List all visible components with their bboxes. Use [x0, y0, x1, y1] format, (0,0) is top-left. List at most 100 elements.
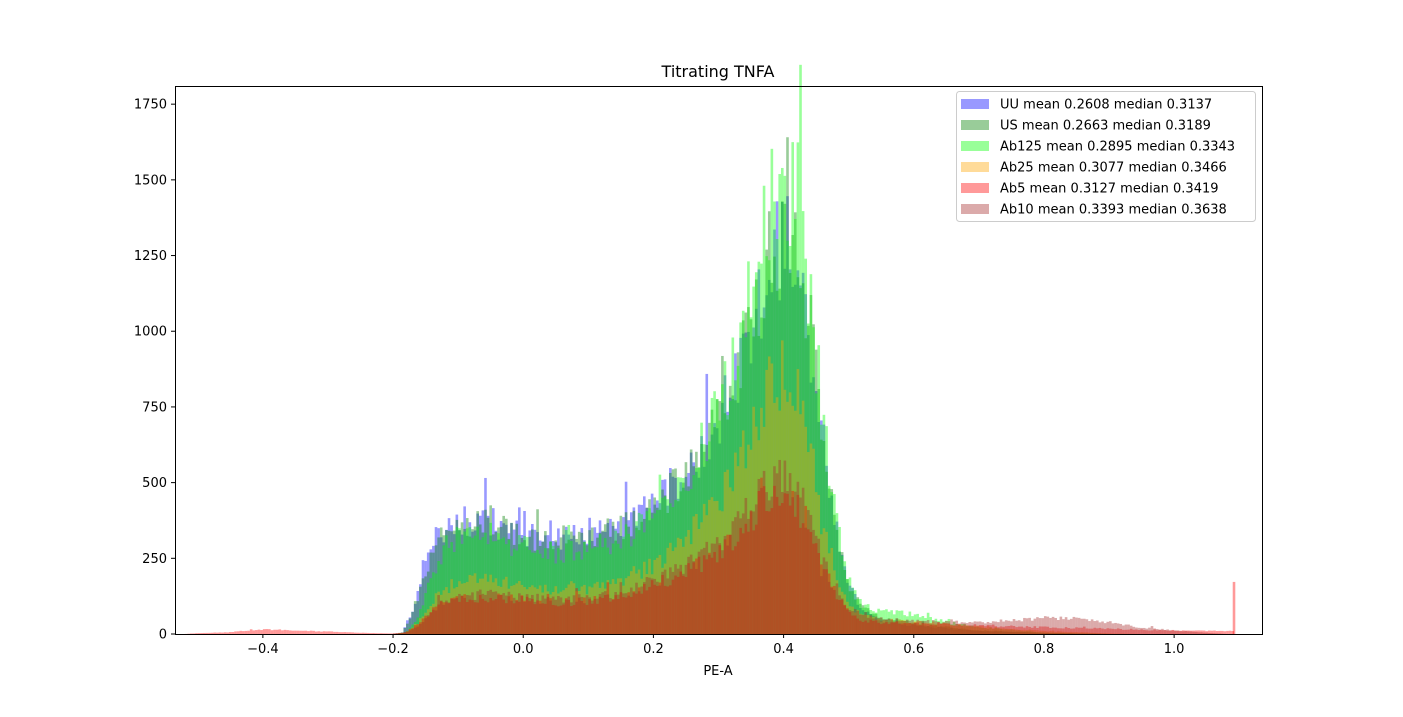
histogram-bar	[1211, 633, 1214, 634]
histogram-bar	[713, 544, 716, 634]
histogram-bar	[742, 513, 745, 634]
histogram-bar	[252, 630, 255, 634]
histogram-bar	[1021, 621, 1024, 634]
histogram-bar	[776, 473, 779, 634]
histogram-bar	[1067, 620, 1070, 634]
histogram-bar	[646, 577, 649, 634]
histogram-bar	[1070, 619, 1073, 634]
histogram-bar	[586, 595, 589, 634]
histogram-bar	[448, 602, 451, 634]
histogram-bar	[1200, 632, 1203, 634]
histogram-bar	[1054, 618, 1057, 634]
histogram-bar	[1127, 625, 1130, 634]
histogram-bar	[987, 622, 990, 634]
histogram-bar	[841, 598, 844, 634]
histogram-bar	[974, 621, 977, 634]
histogram-bar	[724, 536, 727, 634]
histogram-bar	[443, 605, 446, 634]
histogram-bar	[687, 557, 690, 634]
histogram-bar	[226, 632, 229, 634]
histogram-bar	[1005, 620, 1008, 634]
histogram-bar	[732, 521, 735, 634]
histogram-bar	[1044, 616, 1047, 634]
histogram-bar	[1172, 630, 1175, 634]
histogram-bar	[932, 620, 935, 634]
histogram-bar	[830, 588, 833, 634]
histogram-bar	[1182, 631, 1185, 634]
histogram-bar	[1112, 623, 1115, 634]
histogram-bar	[432, 610, 435, 634]
histogram-bar	[955, 621, 958, 634]
histogram-bar	[1031, 621, 1034, 634]
histogram-bar	[916, 620, 919, 634]
histogram-bar	[1216, 633, 1219, 634]
histogram-bar	[1114, 623, 1117, 634]
histogram-bar	[416, 627, 419, 634]
histogram-bar	[390, 633, 393, 634]
histogram-bar	[1122, 625, 1125, 634]
histogram-bar	[726, 546, 729, 634]
histogram-bar	[664, 570, 667, 634]
histogram-bar	[383, 633, 386, 634]
histogram-bar	[799, 498, 802, 634]
histogram-bar	[1096, 621, 1099, 634]
histogram-bar	[435, 611, 438, 634]
histogram-bar	[466, 595, 469, 634]
histogram-bar	[328, 631, 331, 634]
histogram-bar	[901, 621, 904, 634]
histogram-bar	[554, 600, 557, 634]
histogram-bar	[950, 619, 953, 634]
histogram-bar	[370, 633, 373, 634]
histogram-bar	[721, 550, 724, 634]
histogram-bar	[1008, 621, 1011, 634]
histogram-bar	[489, 590, 492, 634]
histogram-bar	[1226, 631, 1229, 634]
histogram-bar	[581, 597, 584, 634]
histogram-bar	[859, 615, 862, 634]
histogram-bar	[1164, 630, 1167, 634]
histogram-bar	[547, 597, 550, 634]
histogram-bar	[458, 594, 461, 634]
histogram-bar	[695, 569, 698, 634]
histogram-bar	[419, 624, 422, 634]
histogram-bar	[487, 591, 490, 634]
histogram-bar	[622, 593, 625, 634]
histogram-bar	[888, 619, 891, 634]
histogram-bar	[739, 518, 742, 634]
histogram-bar	[380, 633, 383, 634]
histogram-bar	[208, 633, 211, 634]
histogram-bar	[344, 632, 347, 634]
histogram-bar	[1093, 621, 1096, 634]
histogram-bar	[994, 622, 997, 634]
histogram-bar	[1198, 632, 1201, 634]
histogram-bar	[500, 595, 503, 634]
histogram-bar	[536, 594, 539, 634]
histogram-bar	[594, 599, 597, 634]
legend-swatch	[961, 120, 989, 130]
histogram-bar	[562, 603, 565, 634]
histogram-bar	[1187, 631, 1190, 634]
histogram-bar	[763, 471, 766, 634]
y-tick-label: 1750	[134, 98, 167, 113]
histogram-bar	[1153, 628, 1156, 634]
histogram-bar	[833, 590, 836, 634]
histogram-bar	[877, 618, 880, 634]
histogram-bar	[734, 517, 737, 634]
histogram-bar	[250, 629, 253, 634]
histogram-bar	[903, 621, 906, 634]
histogram-bar	[367, 633, 370, 634]
histogram-bar	[607, 594, 610, 634]
x-tick-label: 0.0	[513, 642, 534, 657]
histogram-bar	[377, 633, 380, 634]
histogram-bar	[758, 479, 761, 634]
histogram-bar	[1179, 631, 1182, 634]
histogram-bar	[476, 591, 479, 634]
histogram-bar	[289, 630, 292, 634]
histogram-bar	[539, 604, 542, 634]
histogram-bar	[200, 633, 203, 634]
histogram-bar	[497, 595, 500, 634]
histogram-bar	[505, 596, 508, 634]
histogram-bar	[997, 622, 1000, 634]
histogram-bar	[1036, 617, 1039, 634]
histogram-bar	[698, 552, 701, 634]
